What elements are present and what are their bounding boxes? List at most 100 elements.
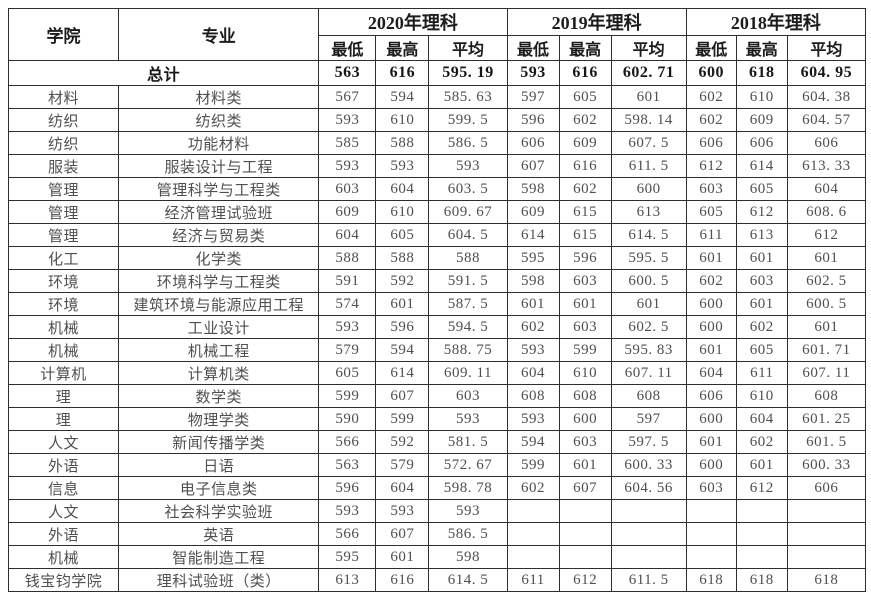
score-cell: 602	[506, 315, 560, 339]
major-cell: 社会科学实验班	[118, 499, 320, 523]
score-cell: 604. 5	[428, 223, 508, 247]
score-cell: 606	[685, 131, 737, 155]
college-cell: 机械	[7, 315, 120, 339]
score-cell: 614. 5	[428, 568, 508, 592]
college-cell: 理	[7, 407, 120, 431]
college-cell: 纺织	[7, 108, 120, 132]
score-cell: 604	[375, 476, 430, 500]
major-cell: 化学类	[118, 246, 320, 270]
score-cell: 603. 5	[428, 177, 508, 201]
score-cell: 606	[735, 131, 788, 155]
major-cell: 管理科学与工程类	[118, 177, 320, 201]
score-cell: 600. 5	[786, 292, 867, 316]
score-cell: 616	[375, 568, 430, 592]
score-cell: 588	[318, 246, 377, 270]
score-cell: 606	[506, 131, 560, 155]
score-cell	[786, 522, 867, 546]
score-cell: 601	[786, 315, 867, 339]
major-cell: 数学类	[118, 384, 320, 408]
stat-header-1-1: 最高	[558, 35, 612, 61]
total-value-cell: 618	[735, 60, 788, 86]
major-cell: 环境科学与工程类	[118, 269, 320, 293]
score-cell: 601	[735, 246, 788, 270]
score-cell: 602. 5	[610, 315, 687, 339]
table-row: 理物理学类 590 599 593 593 600 597 600 604 601. 25	[7, 407, 867, 431]
score-cell	[735, 522, 788, 546]
score-cell	[786, 545, 867, 569]
table-row: 机械 智能制造工程 595 601 598	[7, 545, 867, 569]
score-cell: 563	[318, 453, 377, 477]
score-cell: 594	[506, 430, 560, 454]
college-cell: 理	[7, 384, 120, 408]
score-cell: 614	[375, 361, 430, 385]
stat-header-0-0: 最低	[318, 35, 377, 61]
score-cell: 600	[685, 453, 737, 477]
score-cell: 604	[506, 361, 560, 385]
score-cell: 593	[375, 154, 430, 178]
score-cell	[735, 545, 788, 569]
college-cell: 环境	[7, 269, 120, 293]
score-cell: 600	[685, 315, 737, 339]
score-cell: 603	[685, 476, 737, 500]
score-cell: 613	[318, 568, 377, 592]
score-cell: 610	[558, 361, 612, 385]
score-cell: 596	[558, 246, 612, 270]
score-cell	[685, 522, 737, 546]
college-cell: 纺织	[7, 131, 120, 155]
score-cell	[610, 545, 687, 569]
score-cell: 605	[318, 361, 377, 385]
score-cell: 566	[318, 522, 377, 546]
score-cell: 612	[786, 223, 867, 247]
score-cell	[558, 499, 612, 523]
college-cell: 人文	[7, 430, 120, 454]
table-row: 外语 英语 566 607 586. 5	[7, 522, 867, 546]
header-group-row: 学院 专业 2020年理科 2019年理科 2018年理科	[7, 8, 867, 61]
score-cell	[610, 499, 687, 523]
score-cell: 574	[318, 292, 377, 316]
score-cell: 593	[318, 315, 377, 339]
score-cell: 596	[375, 315, 430, 339]
major-cell: 电子信息类	[118, 476, 320, 500]
score-cell: 596	[318, 476, 377, 500]
table-header: 学院 专业 2020年理科 2019年理科 2018年理科 最低 最高 平均 最低 最高…	[7, 8, 867, 61]
score-cell: 599. 5	[428, 108, 508, 132]
score-cell: 609	[558, 131, 612, 155]
score-cell: 610	[735, 384, 788, 408]
score-cell: 588. 75	[428, 338, 508, 362]
score-cell: 600. 33	[786, 453, 867, 477]
score-cell: 599	[558, 338, 612, 362]
score-cell: 603	[428, 384, 508, 408]
stat-header-0-2: 平均	[428, 35, 508, 61]
score-cell	[735, 499, 788, 523]
score-cell: 593	[428, 154, 508, 178]
score-cell: 615	[558, 200, 612, 224]
stat-header-1-0: 最低	[506, 35, 560, 61]
score-cell: 601	[506, 292, 560, 316]
major-cell: 理科试验班（类）	[118, 568, 320, 592]
score-cell: 602	[685, 85, 737, 109]
score-cell: 601. 71	[786, 338, 867, 362]
score-cell: 612	[735, 476, 788, 500]
header-stat-row: 最低 最高 平均 最低 最高 平均 最低 最高 平均	[9, 35, 867, 61]
major-cell: 工业设计	[118, 315, 320, 339]
score-cell: 600	[558, 407, 612, 431]
table-body: 总计 563 616 595. 19 593 616 602. 71 600 618 604. 9…	[7, 60, 867, 592]
major-cell: 经济管理试验班	[118, 200, 320, 224]
score-cell: 607. 11	[610, 361, 687, 385]
score-cell: 601	[735, 453, 788, 477]
score-cell: 566	[318, 430, 377, 454]
year-group-2019: 2019年理科	[506, 8, 687, 36]
stat-header-1-2: 平均	[610, 35, 687, 61]
score-cell: 586. 5	[428, 522, 508, 546]
score-cell: 604	[685, 361, 737, 385]
total-value-cell: 600	[685, 60, 737, 86]
major-cell: 服装设计与工程	[118, 154, 320, 178]
score-cell: 602	[685, 108, 737, 132]
score-cell: 616	[558, 154, 612, 178]
score-cell: 614	[506, 223, 560, 247]
score-cell: 599	[506, 453, 560, 477]
total-value-cell: 604. 95	[786, 60, 867, 86]
score-cell: 601	[735, 292, 788, 316]
score-cell: 594. 5	[428, 315, 508, 339]
